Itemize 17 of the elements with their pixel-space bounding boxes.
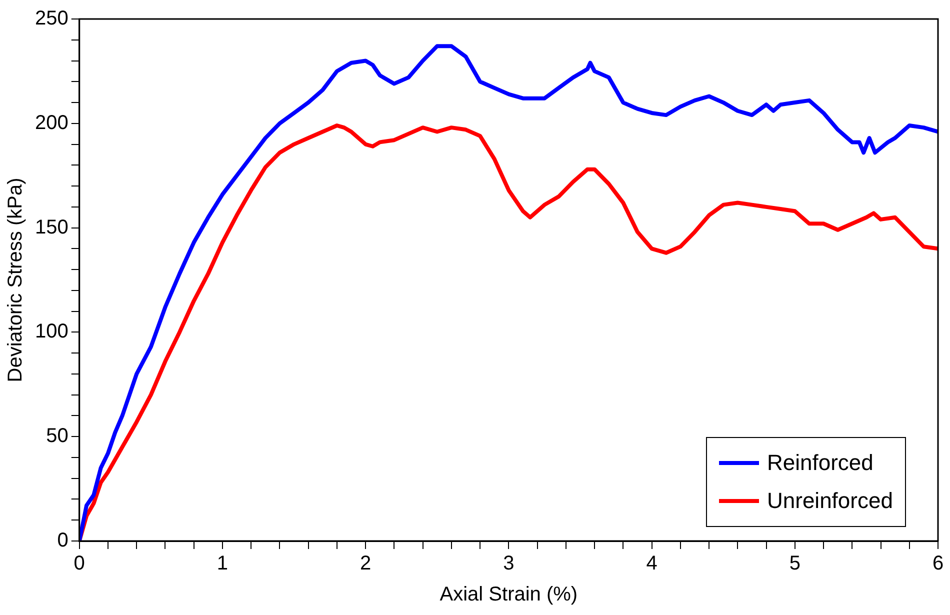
y-tick-label: 50 (46, 425, 68, 448)
x-tick-label: 1 (216, 552, 228, 575)
x-tick-label: 6 (932, 552, 944, 575)
legend-label: Unreinforced (767, 488, 893, 514)
y-tick-label: 150 (34, 216, 68, 238)
y-tick-label: 250 (34, 8, 68, 30)
x-tick-label: 4 (646, 552, 658, 575)
x-tick-label: 2 (360, 552, 372, 575)
y-axis-title: Deviatoric Stress (kPa) (4, 178, 27, 382)
x-tick-label: 5 (789, 552, 800, 575)
y-tick-label: 200 (34, 112, 68, 134)
y-tick-label: 100 (34, 320, 68, 343)
legend-label: Reinforced (767, 450, 874, 476)
x-tick-label: 3 (503, 552, 514, 575)
x-axis-title: Axial Strain (%) (440, 584, 578, 606)
y-tick-label: 0 (57, 530, 68, 552)
x-tick-label: 0 (74, 552, 85, 575)
